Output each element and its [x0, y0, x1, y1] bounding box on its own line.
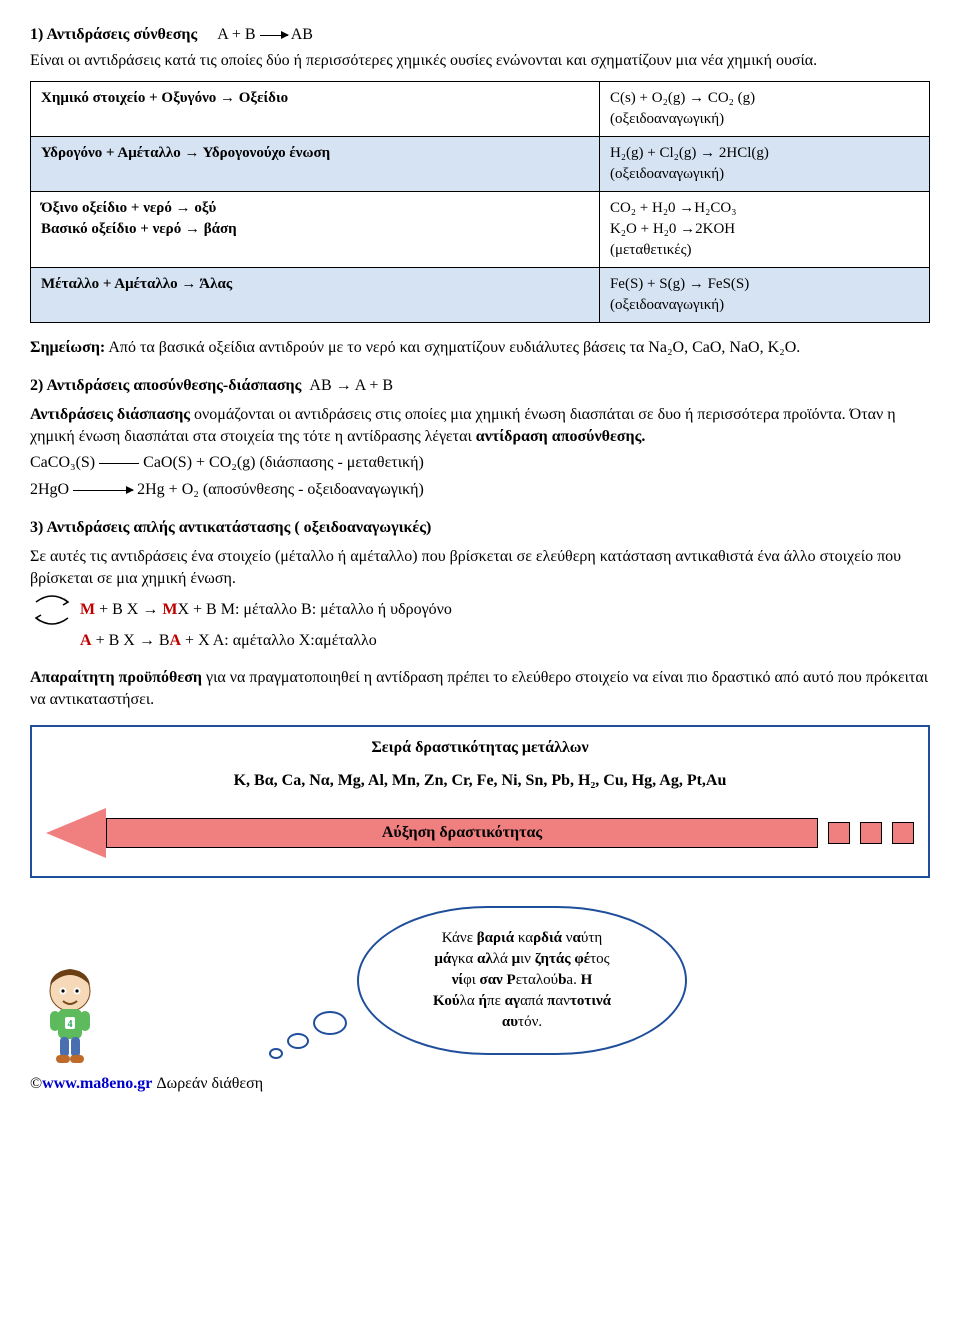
square-icon [892, 822, 914, 844]
table-row: Χημικό στοιχείο + Οξυγόνο → ΟξείδιοC(s) … [31, 81, 930, 136]
section-1-body: Είναι οι αντιδράσεις κατά τις οποίες δύο… [30, 50, 930, 72]
table-cell-left: Χημικό στοιχείο + Οξυγόνο → Οξείδιο [31, 81, 600, 136]
section-2-heading: 2) Αντιδράσεις αποσύνθεσης-διάσπασης AB … [30, 375, 930, 397]
condition-text: Απαραίτητη προϋπόθεση για να πραγματοποι… [30, 667, 930, 712]
section-3-body: Σε αυτές τις αντιδράσεις ένα στοιχείο (μ… [30, 546, 930, 591]
mnemonic-line-3: νίφι σαν Pεταλούba. H [395, 970, 649, 991]
eq-1: CaCO₃(S) CaO(S) + CO₂(g) (διάσπασης - με… [30, 452, 930, 474]
mnemonic-line-1: Κάνε βαριά καρδιά ναύτη [395, 928, 649, 949]
reactivity-box: Σειρά δραστικότητας μετάλλων K, Bα, Ca, … [30, 725, 930, 878]
substitution-row-2: A + B X → BA + X A: αμέταλλο X:αμέταλλο [80, 630, 930, 652]
table-cell-right: H₂(g) + Cl₂(g) → 2HCl(g)(οξειδοαναγωγική… [599, 136, 929, 191]
footer-link[interactable]: www.ma8eno.gr [42, 1075, 152, 1092]
table-row: Μέταλλο + Αμέταλλο → ΆλαςFe(S) + S(g) → … [31, 267, 930, 322]
table-row: Υδρογόνο + Αμέταλλο → Υδρογονούχο ένωσηH… [31, 136, 930, 191]
box-title: Σειρά δραστικότητας μετάλλων [46, 737, 914, 759]
table-row: Όξινο οξείδιο + νερό → οξύΒασικό οξείδιο… [31, 191, 930, 267]
section-1-heading: 1) Αντιδράσεις σύνθεσης A + B AB [30, 24, 930, 46]
table-cell-left: Υδρογόνο + Αμέταλλο → Υδρογονούχο ένωση [31, 136, 600, 191]
thought-bubble: Κάνε βαριά καρδιά ναύτη μάγκα αλλά μιν ζ… [357, 906, 687, 1055]
mnemonic-line-2: μάγκα αλλά μιν ζητάς φέτος [395, 949, 649, 970]
square-icon [828, 822, 850, 844]
svg-text:4: 4 [68, 1019, 73, 1030]
note: Σημείωση: Από τα βασικά οξείδια αντιδρού… [30, 337, 930, 359]
eq-2: 2HgO 2Hg + O₂ (αποσύνθεσης - οξειδοαναγω… [30, 479, 930, 501]
table-cell-right: CO₂ + H₂0 →H₂CO₃ K₂O + H₂0 →2KOH(μεταθετ… [599, 191, 929, 267]
reactivity-series: K, Bα, Ca, Nα, Mg, Al, Mn, Zn, Cr, Fe, N… [46, 770, 914, 792]
table-cell-right: C(s) + O₂(g) → CO₂ (g)(οξειδοαναγωγική) [599, 81, 929, 136]
section-2-body: Αντιδράσεις διάσπασης ονομάζονται οι αντ… [30, 404, 930, 449]
mnemonic-line-4: Κούλα ήπε αγαπά παντοτινά [395, 991, 649, 1012]
reactivity-arrow: Αύξηση δραστικότητας [46, 808, 818, 858]
mnemonic-line-5: αυτόν. [395, 1012, 649, 1033]
line-arrow-icon [99, 463, 139, 464]
reaction-table: Χημικό στοιχείο + Οξυγόνο → ΟξείδιοC(s) … [30, 81, 930, 323]
table-cell-right: Fe(S) + S(g) → FeS(S)(οξειδοαναγωγική) [599, 267, 929, 322]
table-cell-left: Μέταλλο + Αμέταλλο → Άλας [31, 267, 600, 322]
square-icon [860, 822, 882, 844]
cartoon-character-icon: 4 [30, 963, 110, 1063]
substitution-row-1: M + B X → MX + B M: μέταλλο B: μέταλλο ή… [30, 594, 930, 626]
arrow-icon [73, 490, 133, 491]
footer: ©www.ma8eno.gr Δωρεάν διάθεση [30, 1073, 930, 1095]
section-3-heading: 3) Αντιδράσεις απλής αντικατάστασης ( οξ… [30, 517, 930, 539]
arrow-icon [260, 35, 288, 36]
table-cell-left: Όξινο οξείδιο + νερό → οξύΒασικό οξείδιο… [31, 191, 600, 267]
swap-arrows-icon [30, 594, 74, 626]
